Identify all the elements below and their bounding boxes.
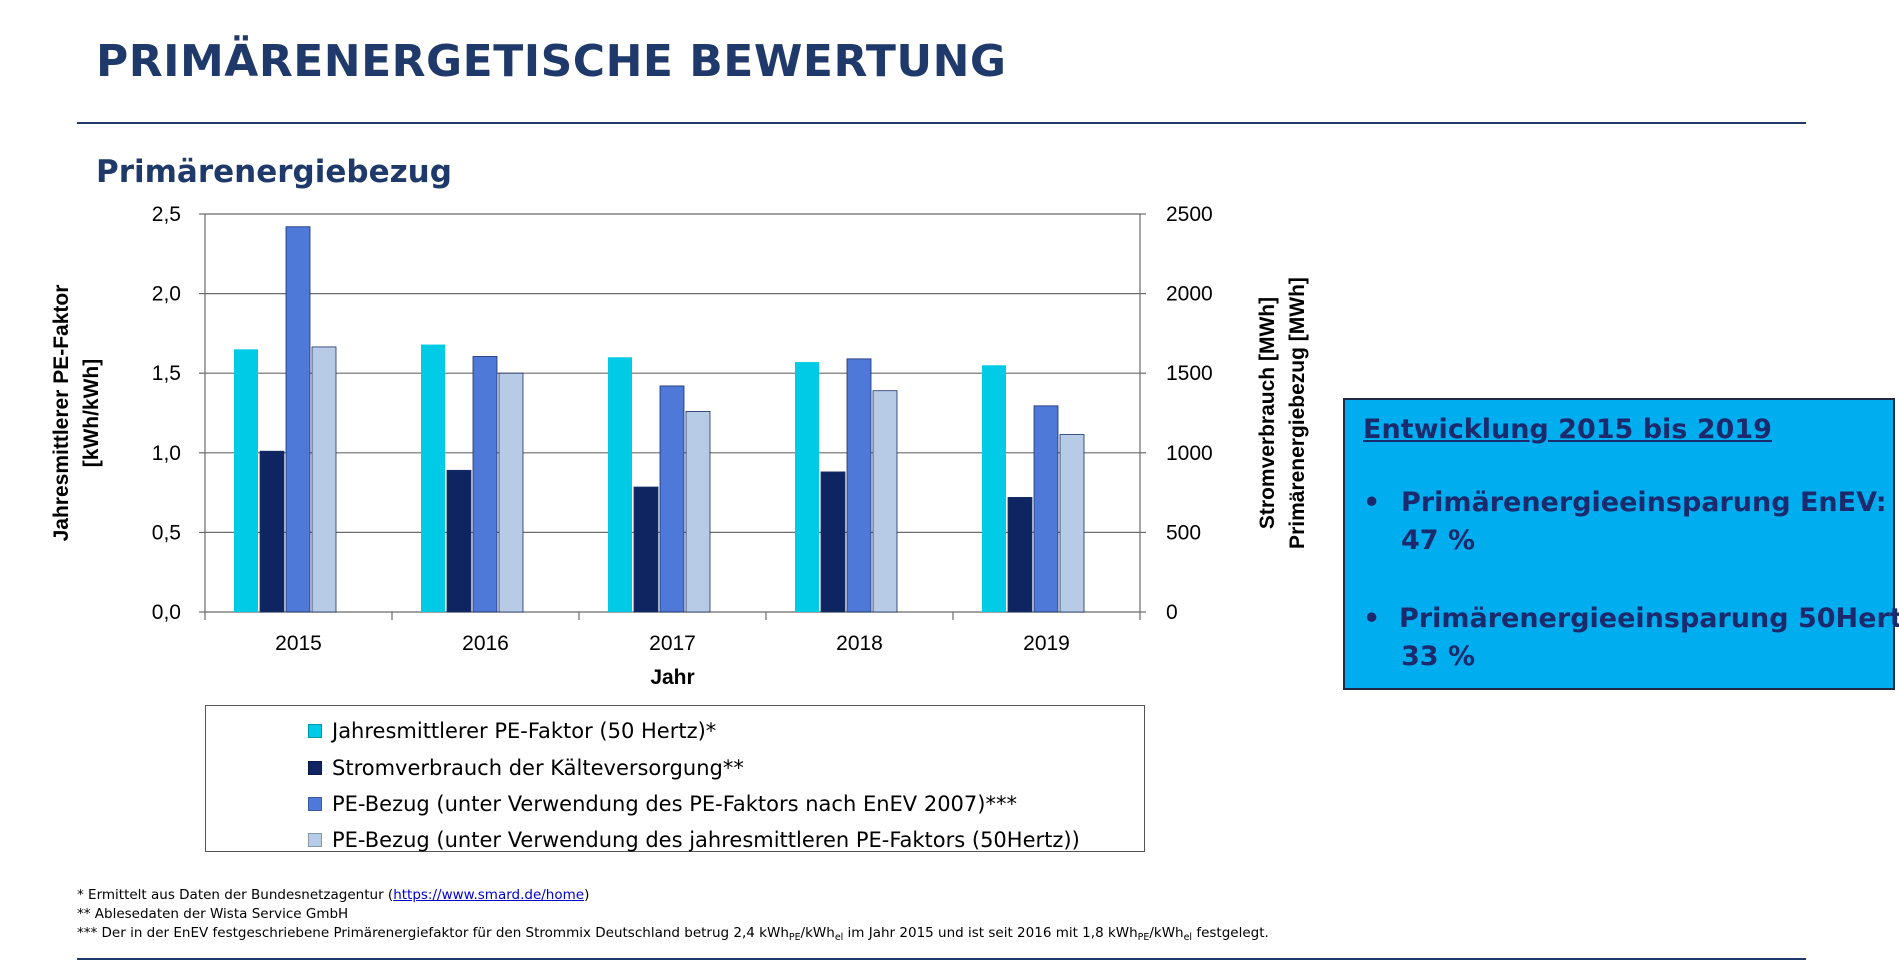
footnote-text: *** Der in der EnEV festgeschriebene Pri… [77, 925, 789, 941]
x-axis-label: Jahr [650, 666, 694, 689]
y-left-axis-unit: [kWh/kWh] [80, 359, 103, 467]
x-tick-label: 2015 [275, 632, 322, 655]
bar [1059, 434, 1085, 613]
legend-swatch [308, 724, 322, 738]
bar [421, 344, 445, 612]
footnote-2: ** Ablesedaten der Wista Service GmbH [77, 906, 349, 922]
bar [1007, 496, 1033, 613]
y-left-tick-label: 2,0 [152, 283, 181, 306]
y-left-tick-label: 1,0 [152, 442, 181, 465]
x-tick-label: 2018 [836, 632, 883, 655]
bar [659, 385, 685, 613]
footnote-text: ) [584, 887, 590, 903]
chart-legend: Jahresmittlerer PE-Faktor (50 Hertz)* St… [205, 705, 1145, 852]
bar [685, 411, 711, 613]
footnote-1: * Ermittelt aus Daten der Bundesnetzagen… [77, 886, 1269, 905]
footnote-text: im Jahr 2015 und ist seit 2016 mit 1,8 k… [843, 925, 1138, 941]
bar [446, 469, 472, 613]
y-right-axis-label: Primärenergiebezug [MWh] [1286, 277, 1309, 549]
bullet-dot: • [1363, 603, 1381, 634]
bar [608, 357, 632, 612]
bar [498, 372, 524, 613]
bar [311, 346, 337, 613]
y-right-tick-label: 1500 [1166, 362, 1213, 385]
bar [259, 450, 285, 613]
bar [285, 226, 311, 613]
legend-label: Stromverbrauch der Kälteversorgung** [332, 756, 744, 780]
legend-swatch [308, 797, 322, 811]
bar [872, 390, 898, 613]
x-tick-label: 2019 [1023, 632, 1070, 655]
unit-subscript: el [1183, 932, 1193, 943]
bullet-value: 47 % [1401, 525, 1476, 556]
smard-link[interactable]: https://www.smard.de/home [393, 887, 585, 903]
footnotes: * Ermittelt aus Daten der Bundesnetzagen… [77, 886, 1269, 947]
bullet-value: 33 % [1401, 641, 1476, 672]
footnote-text: /kWh [1149, 925, 1184, 941]
bar [795, 362, 819, 612]
bar [982, 365, 1006, 612]
legend-label: PE-Bezug (unter Verwendung des PE-Faktor… [332, 792, 1017, 816]
unit-subscript: el [834, 932, 844, 943]
bar [472, 356, 498, 613]
bar [633, 486, 659, 613]
y-left-tick-label: 1,5 [152, 362, 181, 385]
footnote-text: /kWh [800, 925, 835, 941]
y-right-tick-label: 0 [1166, 601, 1178, 624]
x-tick-label: 2016 [462, 632, 509, 655]
summary-box: Entwicklung 2015 bis 2019 • Primärenergi… [1343, 398, 1899, 690]
bar [820, 471, 846, 613]
y-left-tick-label: 0,0 [152, 601, 181, 624]
unit-subscript: PE [1137, 932, 1150, 943]
y-right-axis-label: Stromverbrauch [MWh] [1256, 297, 1279, 529]
bar-chart: 0,0 0 0,5 500 1,0 1000 1,5 1500 2,0 2000 2,5 2500 20… [50, 203, 1309, 689]
y-right-tick-label: 2000 [1166, 283, 1213, 306]
bar [846, 358, 872, 613]
legend-item: PE-Bezug (unter Verwendung des PE-Faktor… [308, 790, 1017, 818]
page-title: PRIMÄRENERGETISCHE BEWERTUNG [96, 36, 1007, 87]
footer-divider [77, 958, 1806, 960]
y-right-tick-label: 500 [1166, 521, 1201, 544]
legend-swatch [308, 761, 322, 775]
x-tick-label: 2017 [649, 632, 696, 655]
y-right-tick-label: 2500 [1166, 203, 1213, 226]
bar [1033, 405, 1059, 613]
legend-item: Stromverbrauch der Kälteversorgung** [308, 754, 744, 782]
unit-subscript: PE [788, 932, 801, 943]
summary-heading: Entwicklung 2015 bis 2019 [1363, 414, 1772, 445]
bullet-label: Primärenergieeinsparung 50Hertz: [1399, 603, 1899, 634]
y-left-axis-label: Jahresmittlerer PE-Faktor [50, 285, 73, 542]
y-left-tick-label: 2,5 [152, 203, 181, 226]
legend-label: Jahresmittlerer PE-Faktor (50 Hertz)* [332, 719, 717, 743]
legend-swatch [308, 833, 322, 847]
footnote-text: festgelegt. [1192, 925, 1269, 941]
bar [234, 349, 258, 612]
footnote-3: *** Der in der EnEV festgeschriebene Pri… [77, 924, 1269, 947]
footnote-text: * Ermittelt aus Daten der Bundesnetzagen… [77, 887, 394, 903]
bullet-label: Primärenergieeinsparung EnEV: [1401, 487, 1887, 518]
legend-item: Jahresmittlerer PE-Faktor (50 Hertz)* [308, 717, 716, 745]
title-divider [77, 122, 1806, 124]
section-subtitle: Primärenergiebezug [96, 154, 452, 190]
legend-item: PE-Bezug (unter Verwendung des jahresmit… [308, 826, 1080, 854]
legend-label: PE-Bezug (unter Verwendung des jahresmit… [332, 828, 1080, 852]
y-left-tick-label: 0,5 [152, 521, 181, 544]
y-right-tick-label: 1000 [1166, 442, 1213, 465]
bullet-dot: • [1363, 487, 1381, 518]
